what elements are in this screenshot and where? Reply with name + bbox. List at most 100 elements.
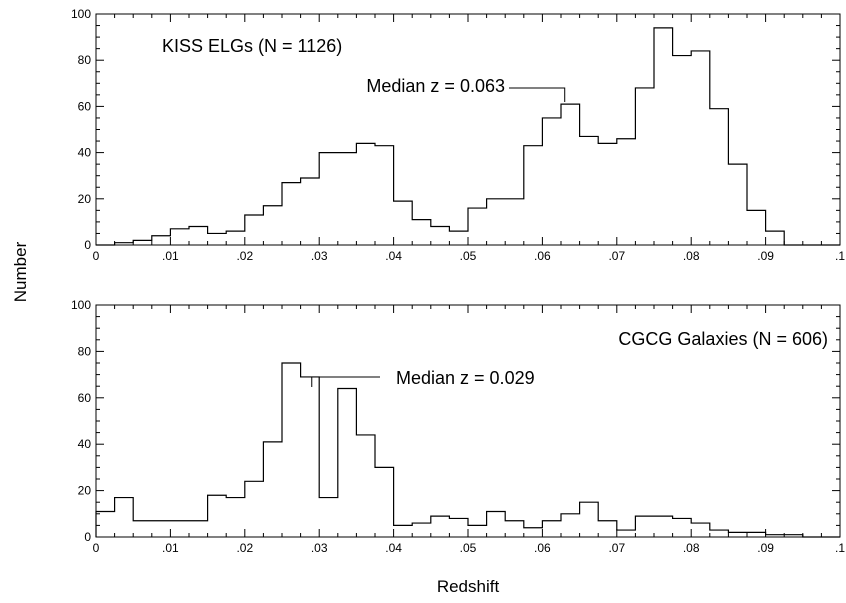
histogram-bin: [301, 178, 320, 245]
histogram-bin: [394, 525, 413, 537]
histogram-bin: [301, 377, 320, 537]
histogram-bin: [691, 523, 710, 537]
histogram-bin: [394, 201, 413, 245]
histogram-bin: [282, 363, 301, 537]
x-tick-label: .01: [162, 541, 179, 555]
histogram-bin: [710, 530, 729, 537]
histogram-bin: [598, 521, 617, 537]
histogram-bin: [263, 206, 282, 245]
histogram-bin: [133, 521, 152, 537]
histogram-bin: [654, 28, 673, 245]
histogram-bin: [487, 199, 506, 245]
histogram-bin: [319, 153, 338, 245]
histogram-bin: [319, 498, 338, 537]
histogram-bin: [375, 467, 394, 537]
histogram-bin: [673, 56, 692, 245]
histogram-bin: [561, 104, 580, 245]
x-tick-label: .07: [608, 249, 625, 263]
histogram-bin: [747, 532, 766, 537]
x-tick-label: .08: [683, 541, 700, 555]
histogram-bin: [412, 523, 431, 537]
histogram-bin: [673, 518, 692, 537]
y-tick-label: 0: [84, 530, 91, 544]
y-tick-label: 20: [78, 192, 92, 206]
x-tick-label: .1: [835, 249, 845, 263]
histogram-bin: [784, 535, 803, 537]
y-tick-label: 100: [71, 7, 91, 21]
histogram-bin: [226, 231, 245, 245]
panel-title: KISS ELGs (N = 1126): [162, 36, 342, 56]
histogram-bin: [208, 233, 227, 245]
histogram-bin: [170, 229, 189, 245]
panel-kiss-elgs: 0 .01 .02 .03 .04 .05 .06 .07 .08 .09 .1 0 20 40 60 80 1…: [71, 7, 845, 263]
histogram-bin: [226, 498, 245, 537]
x-tick-label: .04: [385, 249, 402, 263]
histogram-bin: [505, 521, 524, 537]
histogram-bin: [189, 521, 208, 537]
histogram-bin: [338, 153, 357, 245]
histogram-bin: [654, 516, 673, 537]
histogram-bin: [766, 231, 785, 245]
histogram-bin: [245, 215, 264, 245]
panel-title: CGCG Galaxies (N = 606): [618, 329, 828, 349]
median-marker: [509, 87, 566, 102]
histogram-bin: [766, 535, 785, 537]
histogram-bin: [468, 208, 487, 245]
x-tick-label: .1: [835, 541, 845, 555]
x-tick-label: .02: [236, 541, 253, 555]
histogram-bin: [449, 518, 468, 537]
x-tick-label: .09: [757, 249, 774, 263]
histogram-bin: [598, 143, 617, 245]
x-tick-label: .07: [608, 541, 625, 555]
histogram-bin: [152, 521, 171, 537]
histogram-bin: [356, 143, 375, 245]
histogram-bin: [338, 389, 357, 537]
histogram-outline: [95, 362, 840, 538]
histogram-bin: [524, 146, 543, 245]
histogram-bin: [710, 109, 729, 245]
x-tick-label: .04: [385, 541, 402, 555]
x-tick-label: .03: [311, 541, 328, 555]
histogram-bin: [561, 514, 580, 537]
histogram-bin: [115, 243, 134, 245]
x-tick-label: .02: [236, 249, 253, 263]
y-axis-label: Number: [11, 241, 30, 302]
x-tick-label: .05: [460, 541, 477, 555]
x-tick-label: .09: [757, 541, 774, 555]
histogram-bin: [524, 528, 543, 537]
histogram-bin: [617, 530, 636, 537]
histogram-bin: [208, 495, 227, 537]
histogram-bin: [96, 511, 115, 537]
histogram-bin: [431, 227, 450, 245]
y-tick-label: 60: [78, 99, 92, 113]
median-label: Median z = 0.063: [366, 76, 505, 96]
histogram-bin: [747, 210, 766, 245]
panel-cgcg-galaxies: 0 .01 .02 .03 .04 .05 .06 .07 .08 .09 .1 0 20 40 60 80 1…: [71, 298, 845, 555]
x-axis-label: Redshift: [437, 577, 500, 596]
median-marker: [311, 376, 380, 387]
histogram-bin: [487, 511, 506, 537]
y-tick-label: 80: [78, 53, 92, 67]
histogram-bin: [152, 236, 171, 245]
y-tick-label: 40: [78, 146, 92, 160]
y-tick-label: 60: [78, 391, 92, 405]
histogram-bin: [505, 199, 524, 245]
histogram-bin: [728, 164, 747, 245]
x-tick-label: .05: [460, 249, 477, 263]
y-tick-label: 80: [78, 344, 92, 358]
y-tick-label: 100: [71, 298, 91, 312]
histogram-bin: [431, 516, 450, 537]
histogram-bin: [412, 220, 431, 245]
histogram-bin: [356, 435, 375, 537]
y-tick-label: 40: [78, 437, 92, 451]
histogram-bin: [691, 51, 710, 245]
histogram-bin: [245, 481, 264, 537]
histogram-bin: [170, 521, 189, 537]
histogram-bin: [468, 525, 487, 537]
histogram-bin: [580, 136, 599, 245]
histogram-bin: [542, 118, 561, 245]
histogram-bin: [635, 516, 654, 537]
x-tick-label: .06: [534, 541, 551, 555]
